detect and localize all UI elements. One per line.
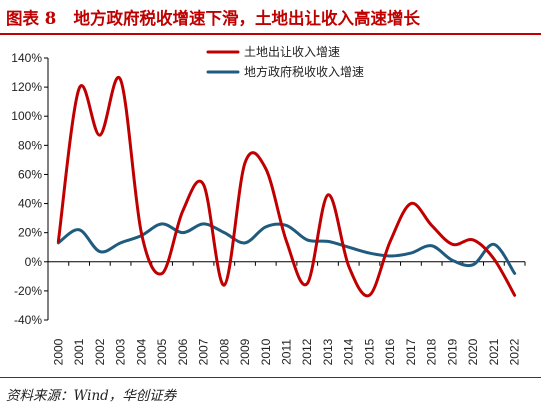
x-tick-label: 2002	[93, 338, 107, 365]
x-tick-label: 2003	[114, 338, 128, 365]
x-tick-label: 2007	[197, 338, 211, 365]
source-note: 资料来源：Wind，华创证券	[6, 388, 177, 404]
title-bar: 图表 8 地方政府税收增速下滑，土地出让收入高速增长	[0, 0, 541, 32]
x-tick-label: 2001	[72, 338, 86, 365]
y-tick-label: 140%	[11, 51, 42, 65]
x-tick-label: 2012	[300, 338, 314, 365]
x-tick-label: 2006	[176, 338, 190, 365]
y-tick-label: 120%	[11, 80, 42, 94]
x-tick-label: 2014	[342, 338, 356, 365]
y-tick-label: 20%	[18, 226, 42, 240]
chart-series	[56, 75, 517, 298]
x-tick-label: 2019	[445, 338, 459, 365]
x-tick-label: 2008	[217, 338, 231, 365]
x-tick-label: 2017	[404, 338, 418, 365]
x-tick-label: 2018	[425, 338, 439, 365]
series-line-land-revenue	[56, 75, 517, 298]
chart-axes: -40% -20% 0% 20% 40% 60% 80% 100% 120% 140% 2000 20…	[11, 51, 526, 365]
source-divider	[0, 377, 541, 378]
x-tick-label: 2000	[51, 338, 65, 365]
x-tick-label: 2015	[362, 338, 376, 365]
y-tick-label: 80%	[18, 138, 42, 152]
x-tick-label: 2021	[487, 338, 501, 365]
x-tick-label: 2005	[155, 338, 169, 365]
y-tick-label: 40%	[18, 197, 42, 211]
figure-title-text: 地方政府税收增速下滑，土地出让收入高速增长	[73, 9, 420, 28]
figure-label: 图表 8	[6, 9, 57, 28]
y-tick-label: 100%	[11, 109, 42, 123]
x-tick-label: 2020	[466, 338, 480, 365]
x-tick-label: 2016	[383, 338, 397, 365]
x-tick-label: 2013	[321, 338, 335, 365]
y-tick-label: -20%	[14, 284, 42, 298]
figure-title: 图表 8 地方政府税收增速下滑，土地出让收入高速增长	[6, 5, 420, 29]
series-line-tax-revenue	[56, 222, 517, 275]
legend-label: 土地出让收入增速	[244, 45, 340, 59]
x-tick-label: 2009	[238, 338, 252, 365]
y-tick-label: 60%	[18, 167, 42, 181]
title-divider	[0, 33, 541, 35]
x-tick-label: 2010	[259, 338, 273, 365]
x-tick-label: 2022	[508, 338, 522, 365]
y-tick-label: 0%	[25, 255, 43, 269]
y-tick-label: -40%	[14, 313, 42, 327]
line-chart: -40% -20% 0% 20% 40% 60% 80% 100% 120% 140% 2000 20…	[11, 45, 526, 365]
x-tick-label: 2004	[134, 338, 148, 365]
legend-label: 地方政府税收收入增速	[244, 64, 364, 79]
x-tick-label: 2011	[280, 339, 294, 365]
